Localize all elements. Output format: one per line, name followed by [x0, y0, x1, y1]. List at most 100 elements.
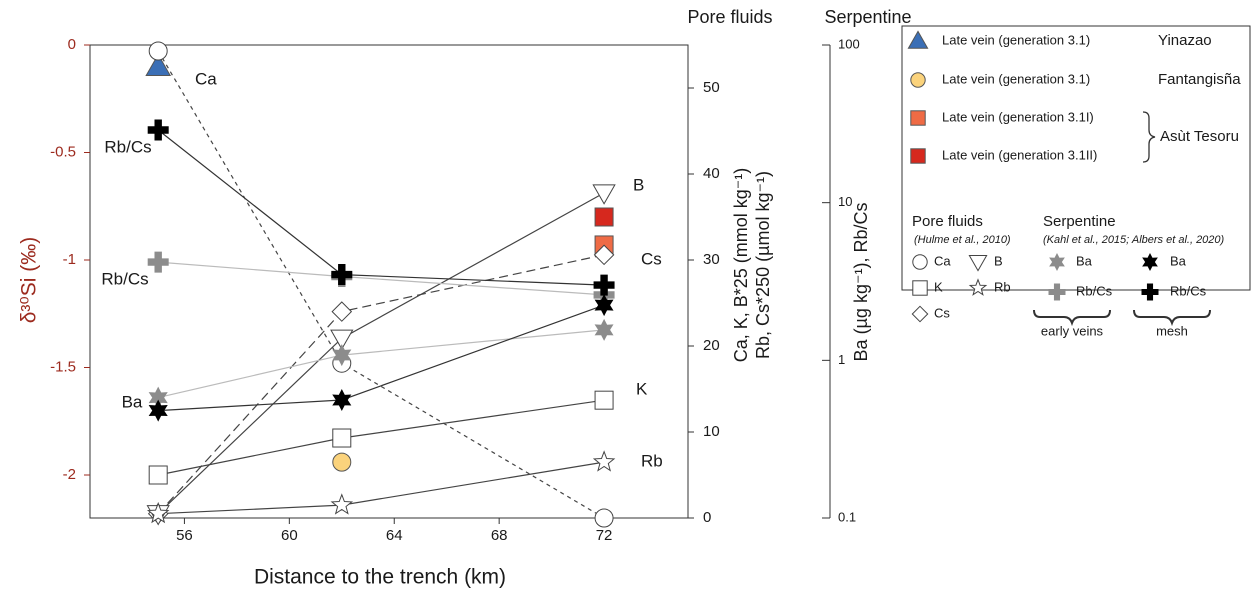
annotation: Ca [195, 69, 217, 88]
legend-label: Late vein (generation 3.1I) [942, 109, 1094, 124]
annotation: Ba [122, 392, 143, 411]
point [594, 508, 614, 528]
x-tick-label: 72 [596, 527, 613, 544]
point [148, 41, 168, 61]
y2-tick-label: 40 [703, 165, 720, 182]
x-tick-label: 60 [281, 527, 298, 544]
y2-axis-label: Ca, K, B*25 (mmol kg⁻¹) [731, 168, 751, 363]
legend-label: Rb [994, 279, 1011, 294]
legend-brace [1033, 309, 1111, 327]
series-line [158, 461, 605, 515]
point [594, 318, 614, 341]
legend-marker [910, 72, 926, 88]
point [147, 251, 169, 273]
y-tick-label: -1.5 [50, 358, 76, 375]
series-line [158, 304, 605, 412]
y2-tick-label: 10 [703, 423, 720, 440]
point [332, 428, 352, 448]
y-axis-label: δ³⁰Si (‰) [18, 237, 41, 324]
point [148, 465, 168, 485]
legend-marker [911, 305, 929, 323]
point [592, 450, 616, 472]
point [331, 264, 353, 286]
legend-label: Rb/Cs [1076, 283, 1113, 298]
point [332, 388, 352, 411]
point [594, 294, 614, 317]
legend-group: mesh [1156, 323, 1188, 338]
legend-marker [910, 110, 926, 126]
point [330, 329, 354, 351]
point [145, 53, 172, 76]
legend-marker [912, 280, 928, 296]
annotation: B [633, 175, 644, 194]
point [332, 452, 352, 472]
point [148, 399, 168, 422]
series-line [158, 329, 605, 399]
legend-label: Ba [1170, 253, 1187, 268]
legend-bracket [1142, 111, 1156, 163]
legend-marker [968, 255, 988, 272]
legend-label: Late vein (generation 3.1) [942, 32, 1090, 47]
legend-title: Pore fluids [912, 213, 983, 230]
plot-frame [89, 44, 689, 519]
legend-title: Serpentine [1043, 213, 1116, 230]
legend-box [901, 25, 1251, 291]
series-line [157, 129, 605, 286]
legend-marker [912, 254, 928, 270]
legend-marker [1048, 283, 1066, 301]
point [594, 207, 614, 227]
x-tick-label: 56 [176, 527, 193, 544]
legend-label: B [994, 253, 1003, 268]
series-line [157, 192, 605, 515]
point [592, 184, 616, 205]
y3-title: Serpentine [824, 7, 911, 27]
legend-label: Ca [934, 253, 951, 268]
y3-tick-label: 100 [838, 36, 860, 51]
legend-location: Yinazao [1158, 32, 1212, 49]
legend-label: Late vein (generation 3.1) [942, 71, 1090, 86]
y3-tick-label: 10 [838, 194, 852, 209]
annotation: Cs [641, 249, 662, 268]
series-line [158, 261, 605, 296]
legend-ref: (Kahl et al., 2015; Albers et al., 2020) [1043, 234, 1225, 246]
point [332, 344, 352, 367]
point [147, 119, 169, 141]
y2-title: Pore fluids [687, 7, 772, 27]
point [331, 301, 353, 322]
x-tick-label: 68 [491, 527, 508, 544]
legend-ref: (Hulme et al., 2010) [914, 234, 1011, 246]
legend-label: Cs [934, 305, 950, 320]
legend-label: Rb/Cs [1170, 283, 1207, 298]
point [146, 501, 170, 524]
legend-marker [1141, 283, 1159, 301]
annotation: K [636, 379, 648, 398]
y-tick-label: -2 [63, 466, 76, 483]
legend-marker [968, 278, 988, 296]
point [594, 390, 614, 410]
series-line [157, 254, 605, 515]
legend-marker [1142, 253, 1158, 271]
y2-axis-label: Rb, Cs*250 (µmol kg⁻¹) [753, 171, 773, 359]
y3-axis-label: Ba (µg kg⁻¹), Rb/Cs [851, 203, 871, 362]
y-tick-label: -1 [63, 251, 76, 268]
y2-tick-label: 0 [703, 509, 711, 526]
annotation: Rb/Cs [104, 137, 151, 156]
point [330, 493, 354, 515]
legend-label: Late vein (generation 3.1II) [942, 147, 1097, 162]
legend-marker [910, 148, 926, 164]
point [593, 274, 615, 296]
legend-label: K [934, 279, 943, 294]
legend-label: Ba [1076, 253, 1093, 268]
series-line [158, 399, 605, 476]
y3-tick-label: 0.1 [838, 509, 856, 524]
legend-marker [907, 30, 929, 49]
x-tick-label: 64 [386, 527, 403, 544]
legend-group: early veins [1041, 323, 1104, 338]
legend-location: Fantangisña [1158, 71, 1241, 88]
y2-tick-label: 50 [703, 79, 720, 96]
x-axis-label: Distance to the trench (km) [254, 566, 506, 589]
point [593, 244, 615, 266]
series-line [157, 50, 605, 519]
y3-tick-label: 1 [838, 352, 845, 367]
